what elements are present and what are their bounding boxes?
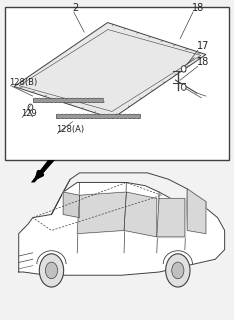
Circle shape [181,84,186,90]
Polygon shape [14,22,206,118]
Polygon shape [19,182,225,275]
Polygon shape [124,192,157,237]
Bar [5,6,229,160]
Bar [56,114,140,118]
Circle shape [166,254,190,287]
Text: 129: 129 [21,109,37,118]
Text: 18: 18 [197,57,209,67]
Polygon shape [187,189,206,234]
Polygon shape [63,192,80,218]
Bar [33,98,103,102]
Circle shape [39,254,64,287]
Text: 17: 17 [197,41,209,51]
Polygon shape [77,192,126,234]
Text: 128(B): 128(B) [9,77,38,86]
Text: 18: 18 [192,3,204,13]
Circle shape [28,104,33,110]
Polygon shape [31,160,55,182]
Polygon shape [157,198,185,237]
Circle shape [172,262,184,279]
Circle shape [45,262,58,279]
Text: 2: 2 [73,3,79,13]
Text: 128(A): 128(A) [56,125,84,134]
Circle shape [181,66,186,72]
